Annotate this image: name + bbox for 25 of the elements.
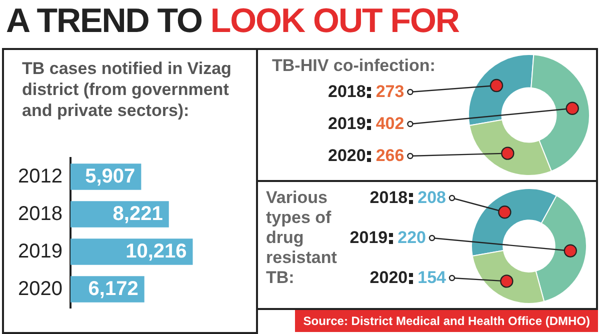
data-label: 220 [398,228,426,247]
data-label: 5,907 [85,165,136,188]
text: Various types of drug resistant TB: [266,188,338,288]
y-tick-label: 2012 [18,165,62,188]
slice-label: 2020 [370,268,408,287]
slice-label: 2020 [328,146,366,165]
data-label: 208 [418,188,446,207]
data-label: 6,172 [88,278,138,300]
slice-label: 2019 [328,114,366,133]
y-tick-label: 2019 [18,240,62,262]
y-tick-label: 2018 [18,202,62,225]
data-label: 273 [376,82,404,101]
data-label: 154 [418,268,446,287]
y-tick-label: 2020 [18,278,62,300]
data-label: 402 [376,114,404,133]
source-note: Source: District Medical and Health Office (DMHO) [295,310,598,332]
chart-title: A TREND TO LOOK OUT FOR [6,2,459,40]
data-label: 10,216 [126,240,187,262]
slice-label: 2018 [370,188,408,207]
chart-subtitle: TB cases notified in Vizag district (from government and private sectors): [22,58,232,121]
data-label: 8,221 [112,202,163,225]
slice-label: 2019 [350,228,388,247]
chart-title: TB-HIV co-infection: [272,56,436,75]
slice-label: 2018 [328,82,366,101]
data-label: 266 [376,146,404,165]
